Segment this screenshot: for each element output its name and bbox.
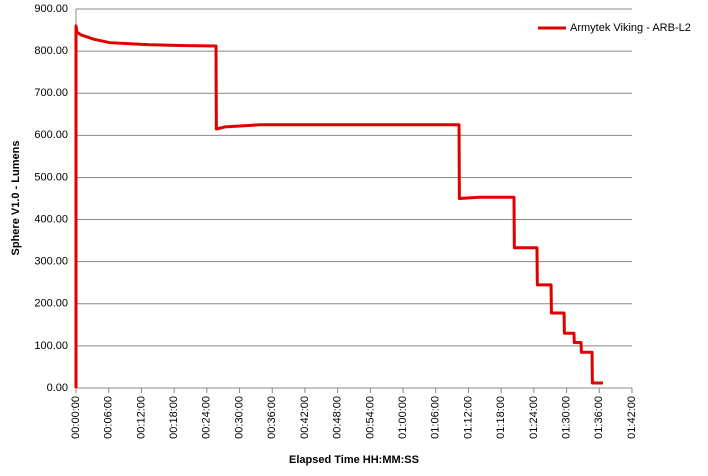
y-tick-label: 900.00 (34, 3, 68, 15)
y-tick-label: 0.00 (47, 382, 68, 394)
x-tick-label: 01:30:00 (560, 396, 572, 439)
series-line (74, 24, 603, 388)
y-tick-label: 700.00 (34, 87, 68, 99)
x-tick-label: 01:00:00 (397, 396, 409, 439)
x-tick-label: 00:30:00 (233, 396, 245, 439)
x-tick-label: 00:12:00 (135, 396, 147, 439)
x-axis-label: Elapsed Time HH:MM:SS (289, 454, 419, 466)
y-tick-label: 400.00 (34, 213, 68, 225)
x-tick-label: 01:06:00 (430, 396, 442, 439)
x-tick-label: 00:00:00 (70, 396, 82, 439)
y-tick-label: 800.00 (34, 45, 68, 57)
x-tick-label: 01:36:00 (593, 396, 605, 439)
x-tick-label: 01:12:00 (462, 396, 474, 439)
legend-label: Armytek Viking - ARB-L2 (570, 22, 691, 34)
x-tick-label: 00:54:00 (364, 396, 376, 439)
x-tick-label: 00:24:00 (201, 396, 213, 439)
y-tick-label: 100.00 (34, 340, 68, 352)
x-tick-label: 00:48:00 (332, 396, 344, 439)
x-tick-label: 01:24:00 (528, 396, 540, 439)
x-tick-label: 00:06:00 (103, 396, 115, 439)
x-tick-label: 01:18:00 (495, 396, 507, 439)
x-tick-label: 00:36:00 (266, 396, 278, 439)
x-tick-label: 00:18:00 (168, 396, 180, 439)
y-tick-label: 500.00 (34, 171, 68, 183)
x-tick-label: 01:42:00 (626, 396, 638, 439)
y-tick-label: 200.00 (34, 298, 68, 310)
y-tick-label: 600.00 (34, 129, 68, 141)
x-tick-label: 00:42:00 (299, 396, 311, 439)
y-tick-label: 300.00 (34, 256, 68, 268)
y-axis-label: Sphere V1.0 - Lumens (10, 141, 22, 256)
